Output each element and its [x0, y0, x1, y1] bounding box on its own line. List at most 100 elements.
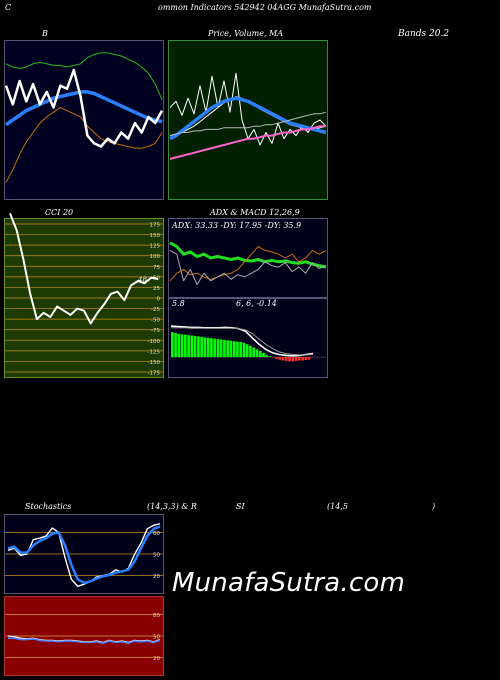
adx-macd-title: ADX & MACD 12,26,9: [210, 208, 300, 217]
tick-label: 20: [153, 574, 160, 580]
tick-label: 150: [150, 233, 161, 239]
adx-panel: [168, 218, 328, 298]
macd-histogram-bar: [210, 338, 213, 358]
tick-label: 25: [153, 286, 160, 292]
macd-histogram-bar: [252, 347, 256, 358]
series-line-price: [4, 68, 164, 148]
tick-label: -100: [148, 339, 161, 345]
macd-histogram-bar: [180, 334, 184, 358]
macd-histogram-bar: [226, 340, 230, 358]
bollinger-label: B: [42, 29, 48, 38]
macd-histogram-bar: [229, 340, 233, 358]
macd-histogram-bar: [171, 332, 174, 358]
macd-histogram-bar: [200, 336, 203, 358]
macd-histogram-bar: [213, 338, 216, 358]
rsi-panel: 80 50 20: [4, 596, 164, 676]
adx-readout: ADX: 33.33 -DY: 17.95 -DY: 35.9: [172, 221, 302, 230]
macd-histogram-bar: [258, 351, 262, 358]
series-line-cci: [9, 213, 159, 325]
macd-histogram-bar: [232, 341, 236, 358]
macd-histogram-bar: [242, 342, 246, 358]
rsi-params-close: ): [432, 502, 436, 511]
macd-histogram-bar: [197, 336, 200, 358]
macd-histogram-bar: [304, 357, 308, 361]
macd-histogram-bar: [223, 339, 226, 358]
series-line-rsi_b: [8, 637, 161, 645]
rsi-si-label: SI: [236, 502, 245, 511]
macd-histogram-bar: [245, 344, 249, 358]
header-title: ommon Indicators 542942 04AGG MunafaSutr…: [158, 3, 372, 12]
macd-histogram-bar: [190, 335, 194, 358]
macd-histogram-bar: [265, 354, 269, 358]
macd-readout-b: 6, 6, -0.14: [236, 299, 277, 308]
cci-title: CCI 20: [45, 208, 74, 217]
macd-histogram-bar: [206, 337, 210, 358]
macd-histogram-bar: [278, 357, 282, 360]
tick-label: -150: [148, 360, 161, 366]
macd-panel: [168, 298, 328, 378]
macd-histogram-bar: [255, 349, 259, 358]
tick-label: 80: [153, 613, 160, 619]
macd-histogram-bar: [187, 335, 190, 358]
panel-background: [168, 40, 328, 200]
tick-label: 75: [153, 265, 160, 271]
macd-histogram-bar: [301, 357, 304, 361]
macd-histogram-bar: [288, 357, 291, 362]
macd-histogram-bar: [262, 352, 265, 358]
tick-label: 50: [153, 553, 160, 559]
series-line-d: [7, 525, 161, 585]
header-c-letter: C: [5, 3, 12, 12]
series-line-k: [7, 523, 161, 588]
watermark-text: MunafaSutra.com: [172, 568, 406, 598]
series-line-upper: [5, 52, 163, 100]
series-line-adx: [169, 241, 327, 269]
tick-label: -25: [151, 307, 160, 313]
macd-histogram-bar: [216, 338, 220, 358]
tick-label: 0: [157, 297, 161, 303]
macd-histogram-bar: [275, 357, 278, 359]
bands-title: Bands 20.2: [398, 29, 450, 39]
stochastics-panel: 80 50 20: [4, 514, 164, 594]
rsi-params: (14,5: [327, 502, 348, 511]
series-line-ma_long_b: [169, 125, 326, 160]
price-ma-panel: [168, 40, 328, 200]
series-line-minus_di: [169, 249, 327, 286]
tick-label: 80: [153, 531, 160, 537]
macd-histogram-bar: [184, 334, 187, 358]
macd-histogram-bar: [307, 357, 311, 360]
stochastics-title: Stochastics: [25, 502, 72, 511]
macd-histogram-bar: [193, 335, 197, 358]
macd-histogram-bar: [219, 339, 223, 358]
tick-label: -125: [148, 349, 161, 355]
macd-readout-a: 5.8: [172, 299, 185, 308]
macd-histogram-bar: [239, 342, 243, 358]
macd-histogram-bar: [297, 357, 301, 361]
macd-histogram-bar: [284, 357, 288, 361]
cci-panel: 1751501251007550250-25-50-75-100-125-150…: [4, 213, 164, 378]
macd-histogram-bar: [294, 357, 298, 361]
tick-label: 20: [153, 656, 160, 662]
macd-histogram-bar: [281, 357, 285, 361]
series-line-ma_mid: [169, 96, 327, 141]
bollinger-panel: [4, 40, 164, 200]
cci-current-value: 48: [137, 276, 147, 284]
tick-label: 100: [150, 254, 161, 260]
macd-histogram-bar: [268, 356, 272, 358]
macd-histogram-bar: [271, 357, 275, 358]
macd-histogram-bar: [203, 337, 207, 358]
tick-label: 50: [153, 635, 160, 641]
tick-label: 125: [150, 244, 161, 250]
series-line-ma_long_a: [169, 111, 327, 137]
macd-histogram-bar: [236, 341, 239, 358]
macd-histogram-bar: [249, 345, 252, 358]
tick-label: -75: [151, 328, 160, 334]
stochastics-params: (14,3,3) & R: [147, 502, 197, 511]
series-line-middle: [5, 90, 163, 127]
price-ma-title: Price, Volume, MA: [208, 29, 284, 38]
series-line-macd: [170, 325, 314, 357]
tick-label: 175: [150, 223, 161, 229]
tick-label: -50: [151, 318, 160, 324]
series-line-signal: [171, 327, 314, 356]
macd-histogram-bar: [177, 333, 181, 358]
